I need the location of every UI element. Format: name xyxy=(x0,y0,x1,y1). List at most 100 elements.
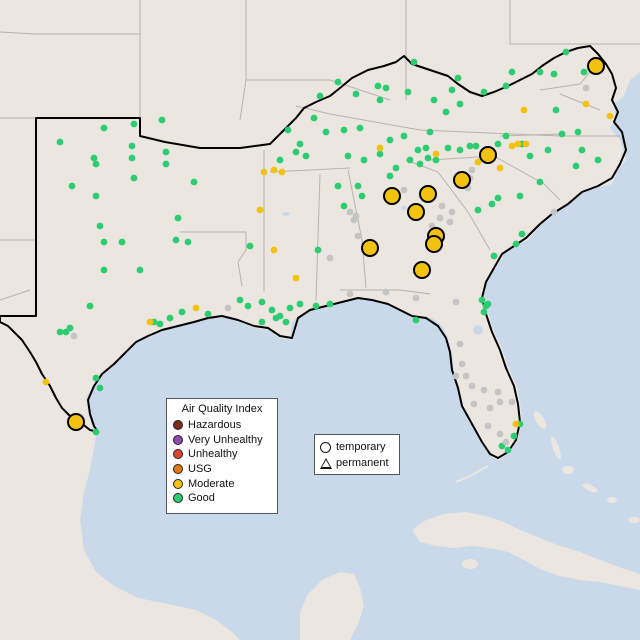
station-moderate[interactable] xyxy=(432,150,440,158)
station-good[interactable] xyxy=(340,126,348,134)
station-good[interactable] xyxy=(244,302,252,310)
station-no-data[interactable] xyxy=(436,214,444,222)
station-good[interactable] xyxy=(100,124,108,132)
station-moderate[interactable] xyxy=(520,106,528,114)
station-good[interactable] xyxy=(284,126,292,134)
station-good[interactable] xyxy=(552,106,560,114)
station-good[interactable] xyxy=(406,156,414,164)
station-no-data[interactable] xyxy=(70,332,78,340)
station-no-data[interactable] xyxy=(468,166,476,174)
station-good[interactable] xyxy=(442,108,450,116)
station-good[interactable] xyxy=(414,146,422,154)
station-good[interactable] xyxy=(92,192,100,200)
station-moderate[interactable] xyxy=(260,168,268,176)
station-moderate[interactable] xyxy=(42,378,50,386)
station-good[interactable] xyxy=(292,148,300,156)
station-good[interactable] xyxy=(246,242,254,250)
station-temporary-moderate[interactable] xyxy=(425,235,443,253)
station-no-data[interactable] xyxy=(496,398,504,406)
station-no-data[interactable] xyxy=(452,372,460,380)
station-temporary-moderate[interactable] xyxy=(479,146,497,164)
station-good[interactable] xyxy=(456,146,464,154)
station-good[interactable] xyxy=(56,138,64,146)
station-good[interactable] xyxy=(474,206,482,214)
station-good[interactable] xyxy=(382,84,390,92)
station-good[interactable] xyxy=(130,174,138,182)
station-good[interactable] xyxy=(512,240,520,248)
station-moderate[interactable] xyxy=(496,164,504,172)
station-good[interactable] xyxy=(494,140,502,148)
station-good[interactable] xyxy=(136,266,144,274)
station-good[interactable] xyxy=(158,116,166,124)
station-good[interactable] xyxy=(386,136,394,144)
station-good[interactable] xyxy=(96,222,104,230)
station-temporary-moderate[interactable] xyxy=(453,171,471,189)
station-temporary-moderate[interactable] xyxy=(67,413,85,431)
station-good[interactable] xyxy=(386,172,394,180)
station-good[interactable] xyxy=(510,432,518,440)
station-good[interactable] xyxy=(118,238,126,246)
station-no-data[interactable] xyxy=(326,254,334,262)
station-good[interactable] xyxy=(422,144,430,152)
station-no-data[interactable] xyxy=(446,218,454,226)
station-good[interactable] xyxy=(518,230,526,238)
station-good[interactable] xyxy=(340,202,348,210)
station-no-data[interactable] xyxy=(438,202,446,210)
station-good[interactable] xyxy=(536,178,544,186)
station-good[interactable] xyxy=(504,446,512,454)
station-good[interactable] xyxy=(430,96,438,104)
station-good[interactable] xyxy=(162,160,170,168)
station-temporary-moderate[interactable] xyxy=(407,203,425,221)
station-good[interactable] xyxy=(258,298,266,306)
station-good[interactable] xyxy=(166,314,174,322)
station-good[interactable] xyxy=(344,152,352,160)
station-moderate[interactable] xyxy=(192,304,200,312)
station-good[interactable] xyxy=(276,156,284,164)
station-good[interactable] xyxy=(550,70,558,78)
station-good[interactable] xyxy=(416,160,424,168)
station-good[interactable] xyxy=(374,82,382,90)
station-good[interactable] xyxy=(92,160,100,168)
station-moderate[interactable] xyxy=(292,274,300,282)
station-good[interactable] xyxy=(466,142,474,150)
station-good[interactable] xyxy=(96,384,104,392)
station-no-data[interactable] xyxy=(494,388,502,396)
station-no-data[interactable] xyxy=(346,208,354,216)
station-temporary-moderate[interactable] xyxy=(419,185,437,203)
station-good[interactable] xyxy=(162,148,170,156)
station-good[interactable] xyxy=(86,302,94,310)
station-no-data[interactable] xyxy=(484,422,492,430)
station-good[interactable] xyxy=(100,238,108,246)
station-good[interactable] xyxy=(236,296,244,304)
station-good[interactable] xyxy=(68,182,76,190)
station-no-data[interactable] xyxy=(486,404,494,412)
station-moderate[interactable] xyxy=(270,246,278,254)
station-moderate[interactable] xyxy=(512,420,520,428)
station-no-data[interactable] xyxy=(350,216,358,224)
station-good[interactable] xyxy=(358,192,366,200)
station-good[interactable] xyxy=(472,142,480,150)
station-no-data[interactable] xyxy=(582,84,590,92)
station-good[interactable] xyxy=(334,78,342,86)
station-good[interactable] xyxy=(296,140,304,148)
station-moderate[interactable] xyxy=(514,140,522,148)
station-good[interactable] xyxy=(314,246,322,254)
station-moderate[interactable] xyxy=(522,140,530,148)
station-good[interactable] xyxy=(62,328,70,336)
station-good[interactable] xyxy=(558,130,566,138)
station-good[interactable] xyxy=(448,86,456,94)
station-no-data[interactable] xyxy=(412,294,420,302)
station-good[interactable] xyxy=(544,146,552,154)
station-no-data[interactable] xyxy=(550,208,558,216)
station-no-data[interactable] xyxy=(480,386,488,394)
station-good[interactable] xyxy=(574,128,582,136)
station-moderate[interactable] xyxy=(256,206,264,214)
station-good[interactable] xyxy=(400,132,408,140)
station-good[interactable] xyxy=(322,128,330,136)
station-good[interactable] xyxy=(354,182,362,190)
station-good[interactable] xyxy=(316,92,324,100)
station-good[interactable] xyxy=(286,304,294,312)
station-no-data[interactable] xyxy=(458,360,466,368)
station-good[interactable] xyxy=(296,300,304,308)
